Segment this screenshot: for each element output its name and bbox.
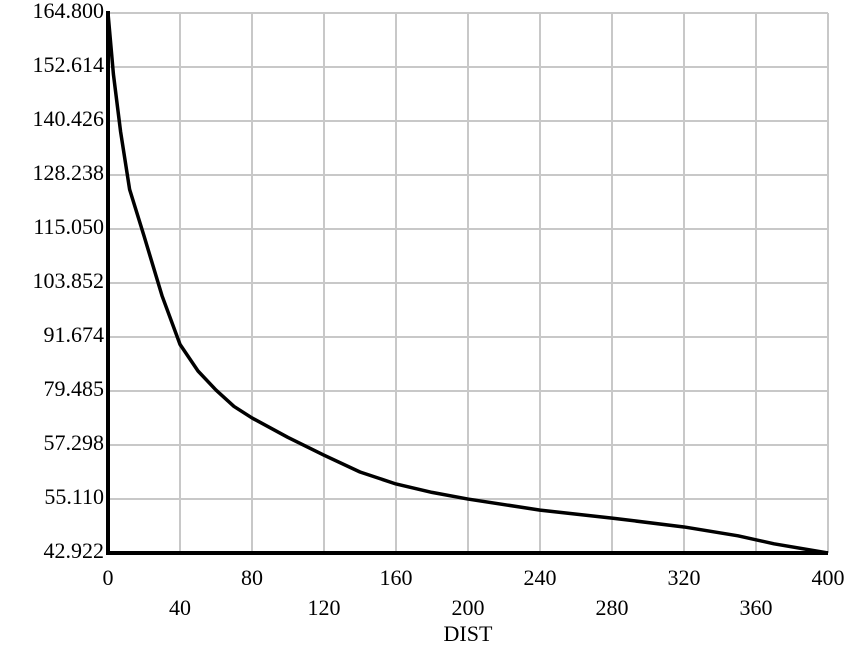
y-tick-label: 91.674: [44, 322, 105, 347]
x-tick-label: 240: [524, 565, 557, 590]
y-tick-label: 128.238: [33, 160, 105, 185]
y-tick-label: 152.614: [33, 52, 105, 77]
y-tick-label: 57.298: [44, 430, 105, 455]
y-tick-label: 55.110: [44, 484, 104, 509]
x-axis-label: DIST: [444, 621, 493, 646]
x-tick-label: 0: [103, 565, 114, 590]
data-line: [106, 12, 829, 555]
x-tick-label: 400: [812, 565, 845, 590]
x-tick-label: 280: [596, 595, 629, 620]
x-tick-label: 320: [668, 565, 701, 590]
y-tick-label: 140.426: [33, 106, 105, 131]
x-tick-label: 160: [380, 565, 413, 590]
x-tick-label: 120: [308, 595, 341, 620]
x-tick-label: 40: [169, 595, 191, 620]
y-tick-label: 103.852: [33, 268, 105, 293]
x-tick-label: 360: [740, 595, 773, 620]
y-tick-label: 42.922: [44, 538, 105, 563]
x-tick-label: 200: [452, 595, 485, 620]
y-tick-label: 164.800: [33, 0, 105, 23]
y-tick-label: 79.485: [44, 376, 105, 401]
x-tick-label: 80: [241, 565, 263, 590]
y-tick-label: 115.050: [33, 214, 104, 239]
